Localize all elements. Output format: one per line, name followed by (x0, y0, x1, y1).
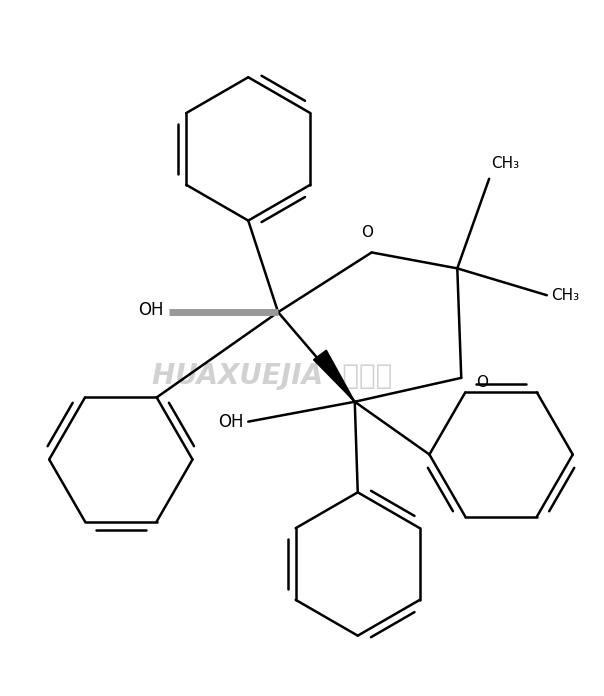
Text: OH: OH (138, 301, 164, 319)
Text: CH₃: CH₃ (491, 156, 519, 171)
Text: CH₃: CH₃ (551, 287, 579, 303)
Text: O: O (361, 226, 373, 241)
Polygon shape (313, 350, 355, 402)
Text: OH: OH (218, 413, 243, 431)
Text: HUAXUEJIA  化学加: HUAXUEJIA 化学加 (152, 362, 392, 390)
Text: O: O (476, 375, 488, 390)
